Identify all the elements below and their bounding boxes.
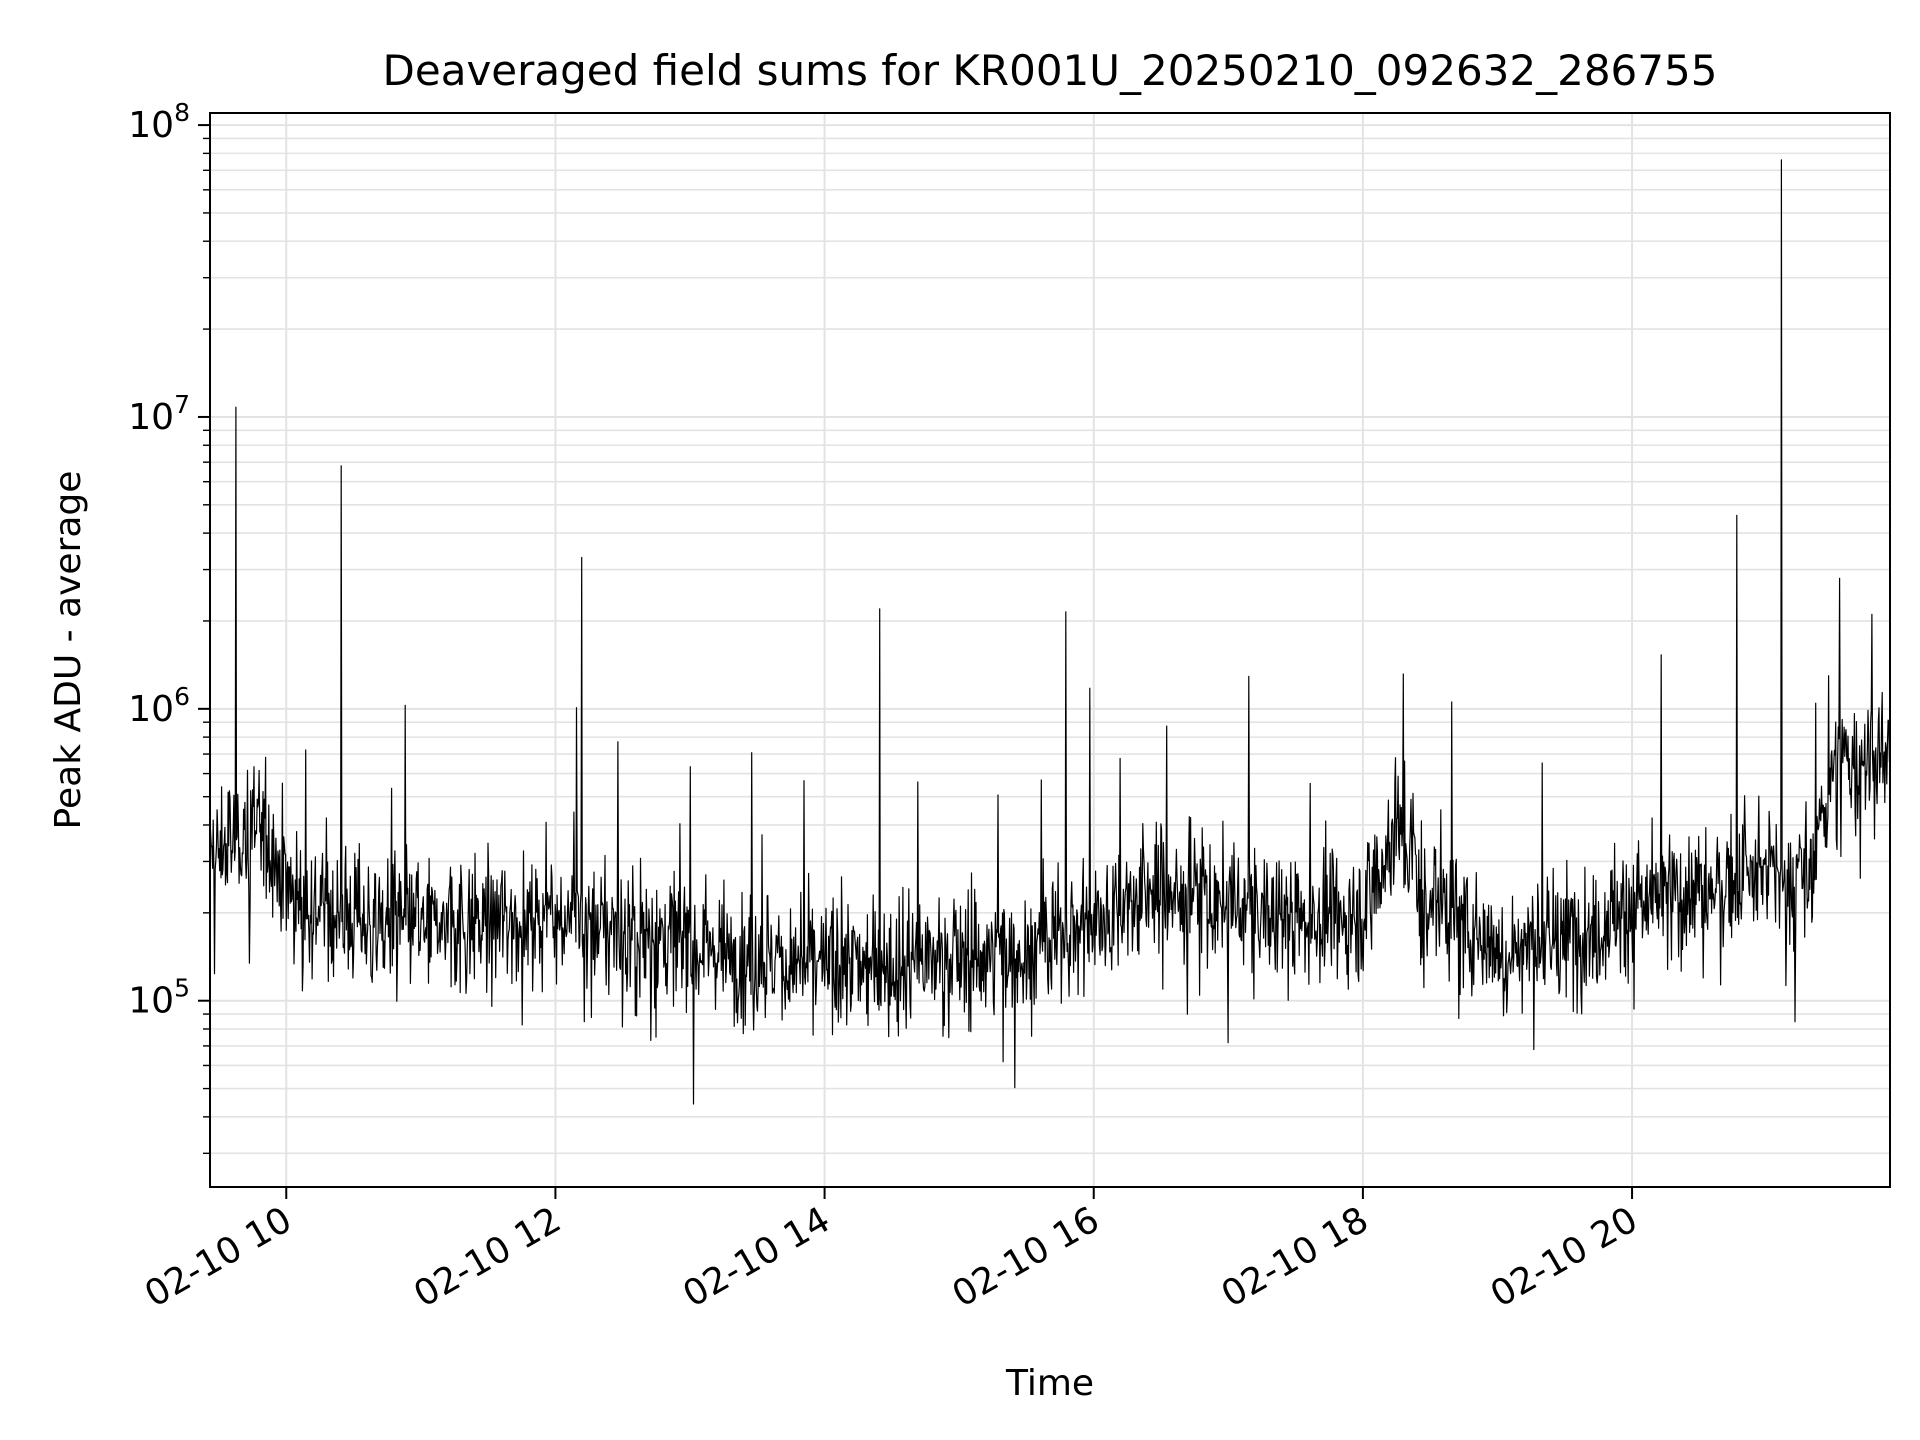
y-tick-label: 107 xyxy=(128,390,190,438)
y-axis-label: Peak ADU - average xyxy=(48,471,89,830)
chart-title: Deaveraged field sums for KR001U_2025021… xyxy=(383,46,1718,95)
series-line xyxy=(209,159,1891,1105)
y-tick-label: 106 xyxy=(128,682,190,730)
plot-frame xyxy=(209,112,1891,1188)
y-tick-label: 105 xyxy=(128,974,190,1022)
y-tick-labels: 105 106 107 108 xyxy=(128,98,190,1022)
tick-marks xyxy=(198,124,1634,1199)
y-tick-label: 108 xyxy=(128,98,190,146)
x-axis-label: Time xyxy=(1005,1363,1094,1404)
series-trace-group xyxy=(209,159,1891,1105)
